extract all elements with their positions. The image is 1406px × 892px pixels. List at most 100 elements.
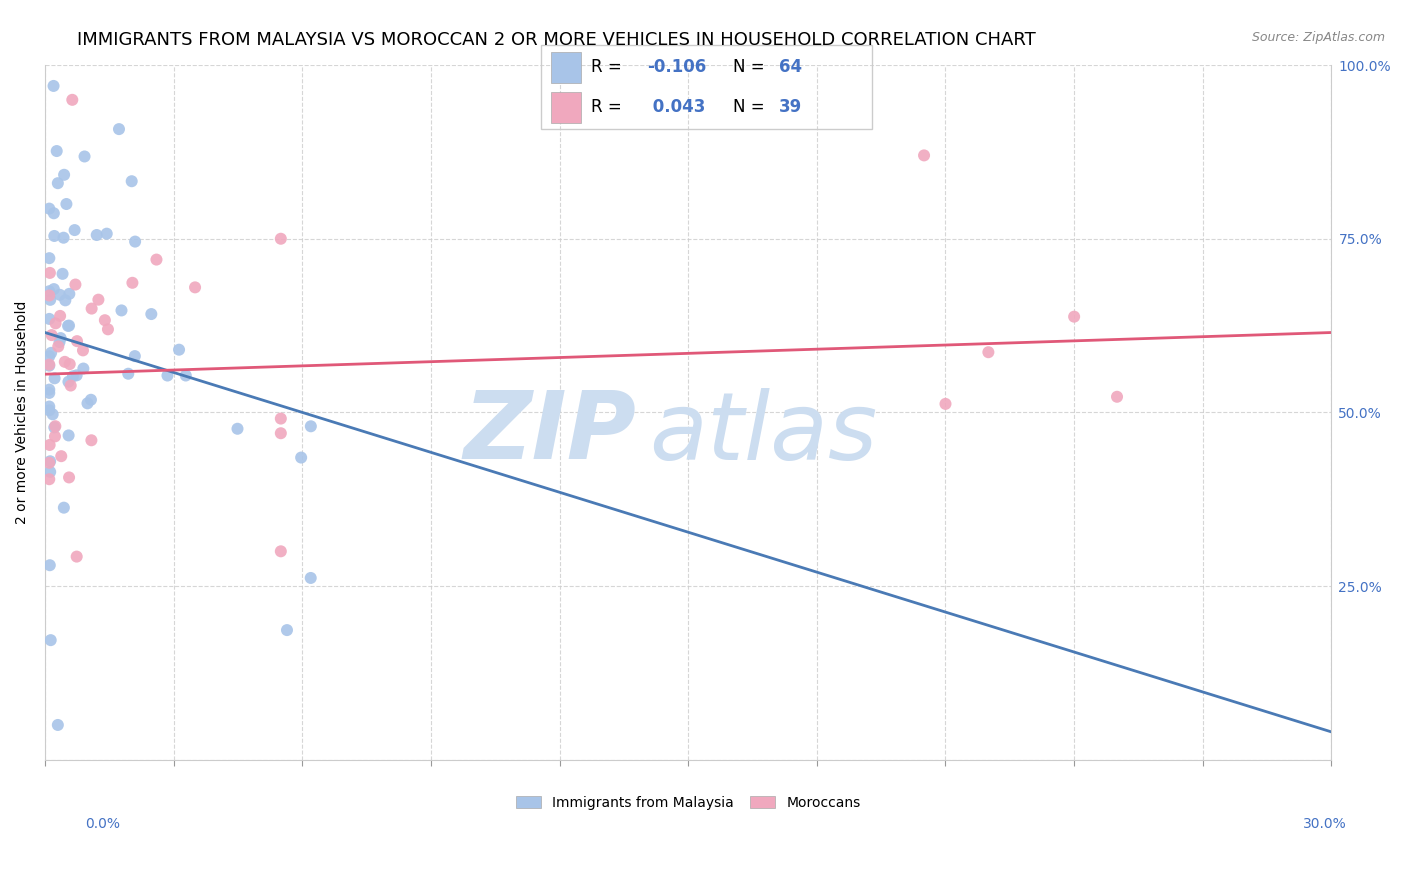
Text: 0.043: 0.043: [647, 98, 706, 116]
Point: [49, 288, 72, 302]
Text: R =: R =: [591, 98, 627, 116]
Point: [86, 227, 108, 242]
Point: [167, 343, 190, 357]
Point: [38, 400, 60, 414]
Point: [42, 78, 65, 93]
Point: [38, 558, 60, 573]
Point: [39, 293, 62, 307]
Point: [174, 368, 197, 383]
Point: [38, 358, 60, 372]
Point: [55, 197, 77, 211]
Point: [156, 368, 179, 383]
Point: [66, 334, 89, 348]
Point: [38, 385, 60, 400]
Point: [270, 426, 292, 441]
Point: [38, 288, 60, 302]
Point: [73, 149, 96, 163]
Point: [117, 367, 139, 381]
Point: [299, 571, 322, 585]
Point: [80, 434, 103, 448]
Point: [1105, 390, 1128, 404]
Point: [59, 357, 82, 371]
Point: [46, 176, 69, 190]
Point: [38, 359, 60, 373]
Point: [76, 396, 98, 410]
Point: [38, 266, 60, 280]
Point: [46, 718, 69, 732]
Point: [934, 397, 956, 411]
Point: [270, 232, 292, 246]
Point: [96, 227, 118, 241]
Text: IMMIGRANTS FROM MALAYSIA VS MOROCCAN 2 OR MORE VEHICLES IN HOUSEHOLD CORRELATION: IMMIGRANTS FROM MALAYSIA VS MOROCCAN 2 O…: [77, 31, 1036, 49]
Point: [42, 206, 65, 220]
Point: [44, 229, 66, 244]
Point: [66, 549, 89, 564]
Point: [94, 313, 117, 327]
Point: [110, 303, 132, 318]
Point: [46, 339, 69, 353]
Point: [53, 293, 76, 308]
Bar: [551, 53, 581, 83]
Point: [58, 375, 80, 389]
Text: 39: 39: [779, 98, 803, 116]
Point: [270, 411, 292, 425]
Point: [38, 349, 60, 363]
Point: [108, 122, 131, 136]
Point: [44, 429, 66, 443]
Point: [80, 392, 103, 407]
Point: [80, 301, 103, 316]
Point: [145, 252, 167, 267]
Point: [49, 331, 72, 345]
Point: [39, 346, 62, 360]
Text: N =: N =: [733, 98, 770, 116]
Point: [53, 168, 76, 182]
Point: [65, 277, 87, 292]
Point: [121, 174, 143, 188]
Point: [45, 317, 67, 331]
Point: [63, 223, 86, 237]
Point: [60, 93, 83, 107]
Point: [226, 422, 249, 436]
Text: R =: R =: [591, 59, 627, 77]
Point: [51, 449, 73, 463]
Legend: Immigrants from Malaysia, Moroccans: Immigrants from Malaysia, Moroccans: [510, 790, 866, 815]
Y-axis label: 2 or more Vehicles in Household: 2 or more Vehicles in Household: [15, 301, 30, 524]
Text: 64: 64: [779, 59, 803, 77]
Point: [53, 355, 76, 369]
Point: [39, 633, 62, 648]
Point: [299, 419, 322, 434]
Point: [52, 230, 75, 244]
Text: Source: ZipAtlas.com: Source: ZipAtlas.com: [1251, 31, 1385, 45]
Point: [38, 456, 60, 470]
Point: [38, 383, 60, 397]
Point: [41, 328, 63, 343]
Point: [38, 202, 60, 216]
Point: [39, 465, 62, 479]
Point: [977, 345, 1000, 359]
Point: [44, 420, 66, 434]
Point: [38, 312, 60, 326]
Point: [58, 286, 80, 301]
Point: [1063, 310, 1085, 324]
Point: [38, 251, 60, 265]
Point: [38, 403, 60, 417]
Point: [276, 623, 298, 637]
Point: [290, 450, 312, 465]
Point: [39, 454, 62, 468]
Point: [38, 472, 60, 486]
Point: [56, 318, 79, 333]
Text: 0.0%: 0.0%: [86, 817, 120, 830]
Point: [42, 282, 65, 296]
Point: [97, 322, 120, 336]
Text: ZIP: ZIP: [464, 387, 637, 479]
Point: [184, 280, 207, 294]
Point: [62, 369, 84, 384]
Point: [41, 407, 63, 421]
Point: [45, 144, 67, 158]
Point: [49, 309, 72, 323]
Point: [141, 307, 163, 321]
Point: [124, 235, 146, 249]
Text: 30.0%: 30.0%: [1302, 817, 1347, 830]
Point: [72, 361, 94, 376]
Bar: [551, 92, 581, 122]
